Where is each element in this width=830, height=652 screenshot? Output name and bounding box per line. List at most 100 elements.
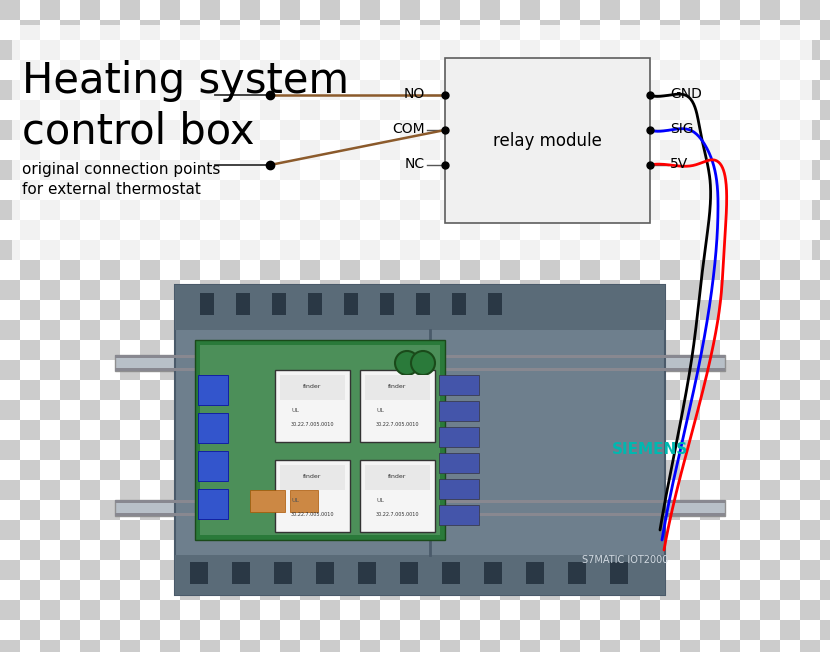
Bar (20, 580, 40, 600)
Bar (260, 0, 280, 20)
Bar (580, 260, 600, 280)
Bar (120, 80, 140, 100)
Bar (380, 520, 400, 540)
Bar (560, 320, 580, 340)
Bar (0, 180, 20, 200)
Bar (220, 360, 240, 380)
Bar (560, 0, 580, 20)
Bar (300, 60, 320, 80)
Bar (340, 420, 360, 440)
Bar (560, 460, 580, 480)
Bar (280, 20, 300, 40)
Bar (520, 400, 540, 420)
Bar (60, 60, 80, 80)
Bar (460, 560, 480, 580)
Bar (760, 540, 780, 560)
Bar (160, 400, 180, 420)
Bar (280, 60, 300, 80)
Bar (0, 460, 20, 480)
Bar (500, 400, 520, 420)
Bar (460, 400, 480, 420)
Bar (120, 580, 140, 600)
Bar (660, 480, 680, 500)
Bar (160, 480, 180, 500)
Bar (220, 420, 240, 440)
Bar (140, 580, 160, 600)
Bar (60, 200, 80, 220)
Bar (0, 200, 20, 220)
Bar (520, 20, 540, 40)
Bar (260, 160, 280, 180)
Bar (520, 300, 540, 320)
Bar (120, 180, 140, 200)
Bar (720, 380, 740, 400)
Bar (800, 0, 820, 20)
Bar (380, 120, 400, 140)
Bar (140, 200, 160, 220)
Bar (740, 40, 760, 60)
Bar (760, 20, 780, 40)
Bar (740, 420, 760, 440)
Bar (620, 260, 640, 280)
Bar (220, 280, 240, 300)
Bar (640, 220, 660, 240)
Bar (40, 520, 60, 540)
Bar (300, 20, 320, 40)
Bar (220, 300, 240, 320)
Bar (100, 340, 120, 360)
Bar (220, 240, 240, 260)
Bar (40, 40, 60, 60)
Bar (100, 100, 120, 120)
Bar (80, 40, 100, 60)
Bar (100, 600, 120, 620)
Bar (120, 160, 140, 180)
Bar (220, 40, 240, 60)
Bar (250, 490, 285, 512)
Bar (180, 220, 200, 240)
Bar (380, 560, 400, 580)
Bar (300, 200, 320, 220)
Bar (400, 640, 420, 652)
Bar (620, 520, 640, 540)
Bar (440, 620, 460, 640)
Bar (400, 620, 420, 640)
Bar (640, 20, 660, 40)
Bar (280, 220, 300, 240)
Bar (20, 40, 40, 60)
Bar (760, 180, 780, 200)
Bar (280, 465, 345, 490)
Bar (100, 620, 120, 640)
Bar (300, 300, 320, 320)
Bar (440, 480, 460, 500)
Bar (60, 540, 80, 560)
Bar (360, 320, 380, 340)
Bar (520, 440, 540, 460)
Bar (175, 285, 665, 595)
Bar (740, 460, 760, 480)
Bar (400, 580, 420, 600)
Bar (200, 140, 220, 160)
Bar (520, 420, 540, 440)
Bar (0, 480, 20, 500)
Bar (100, 40, 120, 60)
Bar (800, 340, 820, 360)
Bar (120, 360, 140, 380)
Bar (540, 260, 560, 280)
Bar (360, 620, 380, 640)
Bar (420, 440, 440, 460)
Bar (420, 460, 440, 480)
Bar (198, 413, 228, 443)
Bar (460, 420, 480, 440)
Text: 30.22.7.005.0010: 30.22.7.005.0010 (290, 422, 334, 428)
Bar (640, 640, 660, 652)
Bar (120, 480, 140, 500)
Bar (820, 320, 830, 340)
Bar (580, 220, 600, 240)
Bar (580, 420, 600, 440)
Bar (180, 520, 200, 540)
Bar (440, 260, 460, 280)
Bar (520, 360, 540, 380)
Bar (700, 360, 720, 380)
Bar (440, 540, 460, 560)
Bar (340, 120, 360, 140)
